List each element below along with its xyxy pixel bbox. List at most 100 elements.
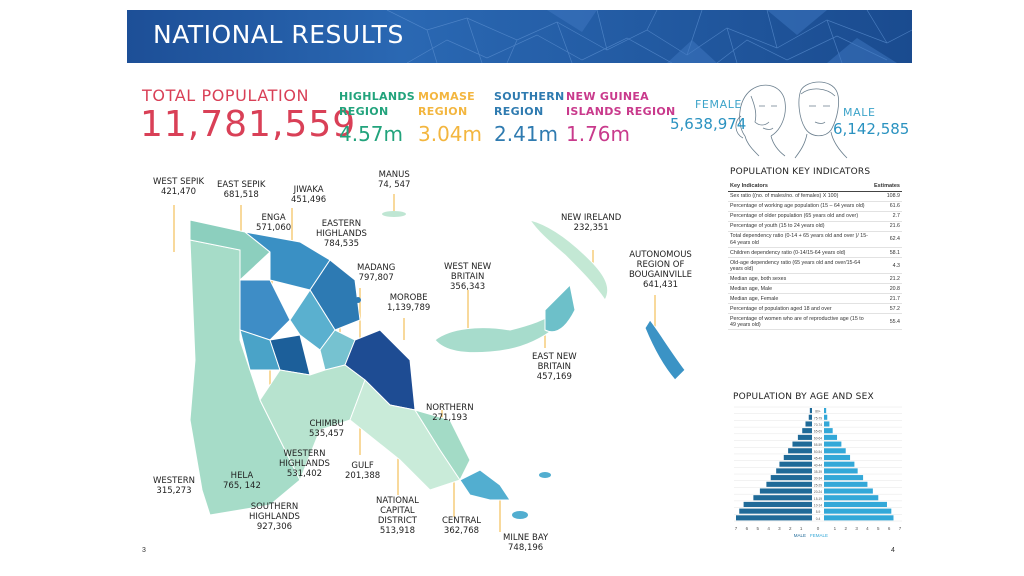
bar-male-20-24	[759, 488, 812, 494]
bar-male-0-4	[736, 515, 812, 521]
bar-female-15-19	[824, 495, 879, 501]
bar-female-65-69	[824, 428, 833, 434]
region-value: 3.04m	[418, 122, 483, 146]
female-value: 5,638,974	[670, 115, 747, 133]
island-milne	[539, 472, 551, 478]
table-header-row: Key Indicators Estimates	[728, 181, 902, 192]
indicator-value: 2.7	[870, 211, 902, 222]
indicators-title: POPULATION KEY INDICATORS	[730, 167, 871, 177]
island-karkar	[355, 297, 361, 303]
table-row: Percentage of youth (15 to 24 years old)…	[728, 221, 902, 232]
bar-female-0-4	[824, 515, 894, 521]
indicator-value: 108.9	[870, 191, 902, 202]
total-population-label: TOTAL POPULATION	[142, 86, 310, 105]
age-group-label: 30-34	[814, 477, 822, 481]
banner-map-pattern	[127, 10, 912, 63]
x-tick-label: 4	[767, 526, 770, 531]
age-group-label: 45-49	[814, 457, 822, 461]
faces-illustration	[735, 81, 848, 159]
page-number-left: 3	[142, 547, 146, 554]
bar-male-60-64	[797, 434, 812, 440]
province-east-new-britain	[544, 283, 576, 333]
age-group-label: 75-79	[814, 416, 822, 420]
population-pyramid-chart: 80+75-7970-7465-6960-6455-5950-5445-4940…	[734, 406, 902, 538]
region-name: MOMASE REGION	[418, 90, 475, 118]
x-tick-label: 6	[888, 526, 891, 531]
label-jiwaka: JIWAKA 451,496	[291, 185, 327, 205]
age-group-label: 50-54	[814, 450, 822, 454]
bar-female-60-64	[824, 434, 838, 440]
bar-male-50-54	[788, 448, 812, 454]
indicator-label: Median age, both sexes	[728, 273, 870, 285]
indicator-value: 58.1	[870, 247, 902, 259]
label-central: CENTRAL 362,768	[442, 516, 481, 536]
indicator-value: 57.2	[870, 303, 902, 315]
label-ncd: NATIONAL CAPITAL DISTRICT 513,918	[376, 496, 419, 536]
bar-male-55-59	[792, 441, 812, 447]
bar-male-80+	[809, 408, 812, 414]
region-value: 1.76m	[566, 122, 631, 146]
age-group-label: 15-19	[814, 497, 822, 501]
total-population-value: 11,781,559	[140, 104, 357, 145]
label-southern-highlands: SOUTHERN HIGHLANDS 927,306	[249, 502, 300, 532]
label-manus: MANUS 74, 547	[378, 170, 411, 190]
region-highlands: HIGHLANDS REGION 4.57m	[339, 89, 415, 146]
x-tick-label: 5	[877, 526, 880, 531]
age-group-label: 35-39	[814, 470, 822, 474]
bar-female-40-44	[824, 461, 855, 467]
bar-female-20-24	[824, 488, 873, 494]
age-group-label: 25-29	[814, 483, 822, 487]
age-group-label: 40-44	[814, 463, 822, 467]
bar-male-75-79	[808, 414, 812, 420]
region-new-guinea-islands: NEW GUINEA ISLANDS REGION 1.76m	[566, 89, 676, 146]
x-tick-label: 4	[866, 526, 869, 531]
bar-female-50-54	[824, 448, 846, 454]
bar-female-75-79	[824, 414, 828, 420]
x-tick-label: 2	[844, 526, 847, 531]
age-group-label: 65-69	[814, 430, 822, 434]
region-momase: MOMASE REGION 3.04m	[418, 89, 482, 146]
x-tick-label: 7	[899, 526, 902, 531]
island-manus	[382, 211, 406, 217]
indicator-label: Percentage of youth (15 to 24 years old)	[728, 221, 870, 232]
bar-male-25-29	[766, 481, 812, 487]
x-tick-label: 1	[800, 526, 803, 531]
label-gulf: GULF 201,388	[345, 461, 381, 481]
age-group-label: 0-4	[816, 517, 821, 521]
table-row: Children dependency ratio (0-14/15-64 ye…	[728, 247, 902, 259]
bar-female-70-74	[824, 421, 830, 427]
table-row: Percentage of older population (65 years…	[728, 211, 902, 222]
table-row: Old-age dependency ratio (65 years old a…	[728, 257, 902, 275]
indicator-value: 55.4	[870, 313, 902, 331]
page-title: NATIONAL RESULTS	[153, 20, 404, 49]
label-bougainville: AUTONOMOUS REGION OF BOUGAINVILLE 641,431	[629, 250, 693, 290]
region-southern: SOUTHERN REGION 2.41m	[494, 89, 565, 146]
header-banner: NATIONAL RESULTS	[127, 10, 912, 63]
indicator-value: 61.6	[870, 201, 902, 212]
table-row: Percentage of women who are of reproduct…	[728, 313, 902, 331]
age-group-label: 10-14	[814, 503, 822, 507]
x-tick-label: 0	[817, 526, 820, 531]
indicator-value: 21.7	[870, 293, 902, 305]
male-value: 6,142,585	[833, 120, 910, 138]
label-east-new-britain: EAST NEW BRITAIN 457,169	[532, 352, 577, 382]
indicator-label: Old-age dependency ratio (65 years old a…	[728, 257, 870, 275]
x-tick-label: 3	[778, 526, 781, 531]
indicator-label: Median age, Female	[728, 293, 870, 305]
table-row: Percentage of population aged 18 and ove…	[728, 303, 902, 315]
age-group-label: 80+	[815, 410, 821, 414]
x-tick-label: 5	[756, 526, 759, 531]
label-chimbu: CHIMBU 535,457	[309, 419, 345, 439]
indicators-table: Key Indicators Estimates Sex ratio ((no.…	[728, 181, 902, 331]
indicator-label: Children dependency ratio (0-14/15-64 ye…	[728, 247, 870, 259]
bar-male-40-44	[779, 461, 812, 467]
indicator-label: Median age, Male	[728, 283, 870, 295]
indicator-label: Percentage of older population (65 years…	[728, 211, 870, 222]
png-map	[173, 194, 686, 532]
label-madang: MADANG 797,807	[357, 263, 396, 283]
label-east-sepik: EAST SEPIK 681,518	[217, 180, 266, 200]
province-madang	[309, 259, 361, 331]
age-group-label: 55-59	[814, 443, 822, 447]
table-row: Sex ratio ((no. of males/no. of females)…	[728, 191, 902, 202]
indicator-value: 4.3	[870, 257, 902, 275]
